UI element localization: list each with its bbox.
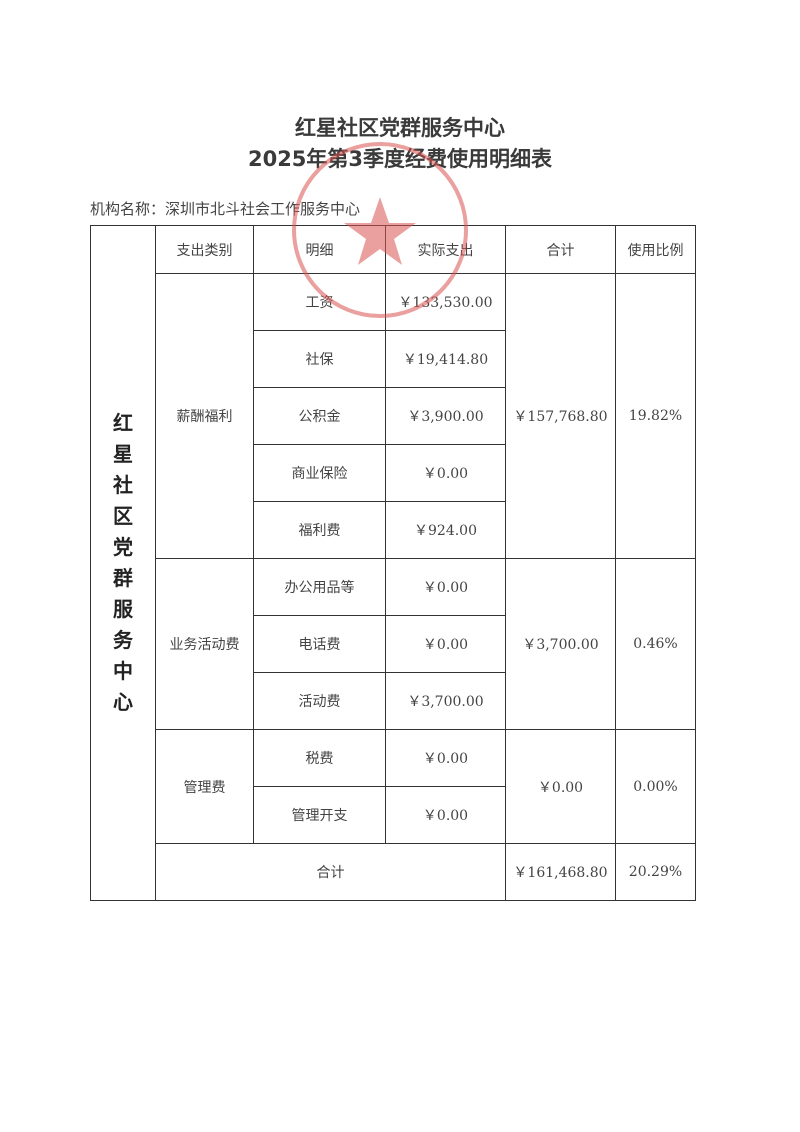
column-header: 明细 xyxy=(253,225,386,274)
item-amount-cell: ￥0.00 xyxy=(385,786,506,844)
table-row: 社保 ￥19,414.80 xyxy=(91,330,696,388)
side-label-char: 党 xyxy=(113,535,133,559)
item-name-cell: 电话费 xyxy=(253,615,386,673)
expense-table: 红星社区党群服务中心支出类别 明细 实际支出 合计 使用比例 薪酬福利 工资 ￥133,530… xyxy=(90,225,696,901)
grand-total-label: 合计 xyxy=(155,843,506,901)
table-row: 公积金 ￥3,900.00 xyxy=(91,387,696,445)
table-row: 商业保险 ￥0.00 xyxy=(91,444,696,502)
side-label-char: 群 xyxy=(113,566,133,590)
item-name-cell: 办公用品等 xyxy=(253,558,386,616)
item-amount-cell: ￥0.00 xyxy=(385,729,506,787)
item-name-cell: 社保 xyxy=(253,330,386,388)
group-total-cell: ￥3,700.00 xyxy=(505,558,616,730)
group-ratio-cell: 0.46% xyxy=(615,558,696,730)
side-label: 红星社区党群服务中心 xyxy=(90,225,156,901)
header-row: 红星社区党群服务中心支出类别 明细 实际支出 合计 使用比例 xyxy=(90,225,696,901)
organization-name: 机构名称：深圳市北斗社会工作服务中心 xyxy=(90,200,361,218)
table-row: 薪酬福利 工资 ￥133,530.00 ￥157,768.80 19.82% xyxy=(91,273,696,559)
item-amount-cell: ￥133,530.00 xyxy=(385,273,506,331)
item-name-cell: 活动费 xyxy=(253,672,386,730)
item-amount-cell: ￥19,414.80 xyxy=(385,330,506,388)
side-label-char: 务 xyxy=(113,628,133,652)
item-name-cell: 管理开支 xyxy=(253,786,386,844)
side-label-char: 中 xyxy=(113,659,133,683)
category-cell: 薪酬福利 xyxy=(155,273,254,559)
category-cell: 管理费 xyxy=(155,729,254,844)
column-header: 合计 xyxy=(505,225,616,274)
table-row: 活动费 ￥3,700.00 xyxy=(91,672,696,730)
item-name-cell: 商业保险 xyxy=(253,444,386,502)
column-header: 支出类别 xyxy=(155,225,254,274)
item-name-cell: 税费 xyxy=(253,729,386,787)
table-row: 电话费 ￥0.00 xyxy=(91,615,696,673)
item-amount-cell: ￥0.00 xyxy=(385,558,506,616)
side-label-char: 区 xyxy=(113,504,133,528)
item-amount-cell: ￥0.00 xyxy=(385,444,506,502)
group-total-cell: ￥157,768.80 xyxy=(505,273,616,559)
grand-total-ratio: 20.29% xyxy=(615,843,696,901)
side-label-char: 星 xyxy=(113,442,133,466)
side-label-char: 社 xyxy=(113,473,133,497)
group-total-cell: ￥0.00 xyxy=(505,729,616,844)
category-cell: 业务活动费 xyxy=(155,558,254,730)
document-subtitle: 2025年第3季度经费使用明细表 xyxy=(247,147,553,171)
item-name-cell: 公积金 xyxy=(253,387,386,445)
item-amount-cell: ￥0.00 xyxy=(385,615,506,673)
column-header: 使用比例 xyxy=(615,225,696,274)
item-amount-cell: ￥3,700.00 xyxy=(385,672,506,730)
table-row: 福利费 ￥924.00 xyxy=(91,501,696,559)
grand-total-row: 合计 ￥161,468.80 20.29% xyxy=(91,843,696,901)
item-amount-cell: ￥3,900.00 xyxy=(385,387,506,445)
item-name-cell: 福利费 xyxy=(253,501,386,559)
item-name-cell: 工资 xyxy=(253,273,386,331)
document-title: 红星社区党群服务中心 xyxy=(295,116,505,140)
side-label-char: 服 xyxy=(113,597,133,621)
column-header: 实际支出 xyxy=(385,225,506,274)
side-label-char: 心 xyxy=(113,690,133,714)
grand-total-amount: ￥161,468.80 xyxy=(505,843,616,901)
table-row: 管理开支 ￥0.00 xyxy=(91,786,696,844)
group-ratio-cell: 0.00% xyxy=(615,729,696,844)
table-row: 业务活动费 办公用品等 ￥0.00 ￥3,700.00 0.46% xyxy=(91,558,696,730)
group-ratio-cell: 19.82% xyxy=(615,273,696,559)
table-row: 管理费 税费 ￥0.00 ￥0.00 0.00% xyxy=(91,729,696,844)
side-label-char: 红 xyxy=(113,411,133,435)
item-amount-cell: ￥924.00 xyxy=(385,501,506,559)
